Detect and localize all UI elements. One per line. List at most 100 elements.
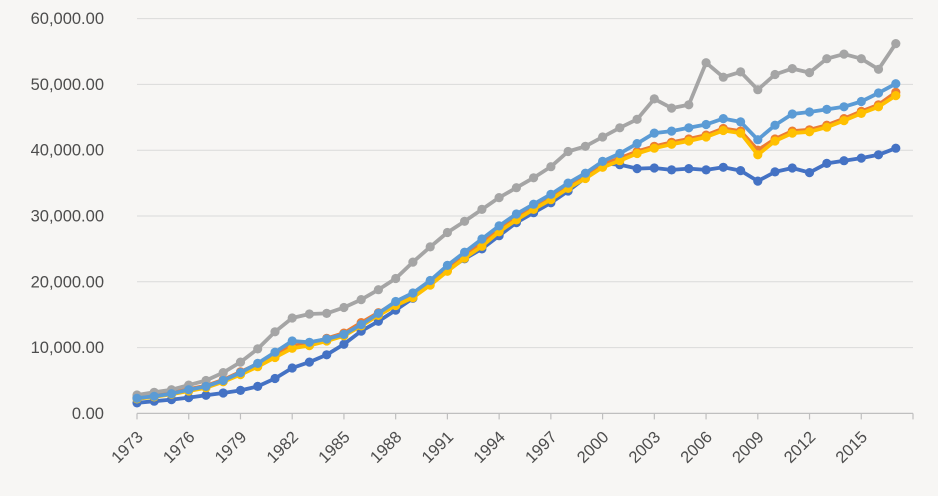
- series-gold-point: [891, 91, 901, 101]
- x-tick-label: 1997: [522, 428, 561, 467]
- x-tick-label: 1994: [470, 428, 509, 467]
- series-gray-point: [391, 273, 401, 284]
- series-dark-blue-point: [649, 163, 659, 173]
- series-gray-point: [494, 193, 504, 203]
- series-light-blue-point: [873, 88, 884, 98]
- series-gray-point: [356, 295, 366, 305]
- series-light-blue-point: [149, 391, 159, 401]
- series-gray-point: [736, 67, 746, 77]
- series-light-blue-point: [563, 178, 573, 188]
- series-gold-point: [649, 143, 659, 153]
- series-dark-blue-point: [873, 150, 884, 160]
- series-gray-point: [615, 123, 625, 133]
- series-light-blue-point: [339, 329, 349, 339]
- series-gray-point: [304, 309, 314, 319]
- series-gray-point: [442, 227, 452, 238]
- series-gray-point: [839, 49, 849, 59]
- x-tick-label: 2009: [729, 428, 768, 467]
- series-gold-point: [804, 127, 815, 137]
- x-tick-label: 1979: [212, 428, 251, 467]
- series-gray-point: [667, 103, 677, 113]
- series-light-blue-point: [856, 96, 866, 107]
- series-gold-point: [615, 156, 625, 166]
- series-gray-point: [770, 69, 780, 80]
- series-gold-point: [701, 132, 711, 142]
- series-gray-point: [477, 204, 487, 214]
- series-dark-blue-point: [304, 357, 314, 367]
- series-light-blue-point: [442, 260, 452, 270]
- series-gray-point: [804, 68, 815, 78]
- series-light-blue-point: [287, 336, 297, 346]
- series-light-blue-point: [494, 221, 504, 231]
- series-light-blue-point: [322, 334, 332, 344]
- x-tick-label: 2006: [677, 428, 716, 467]
- series-gold-point: [684, 136, 694, 146]
- series-gray-point: [632, 114, 642, 124]
- series-dark-blue-point: [235, 385, 246, 395]
- series-light-blue-point: [787, 109, 797, 119]
- series-gray-point: [408, 257, 418, 267]
- series-dark-blue-point: [787, 163, 797, 173]
- y-tick-label: 60,000.00: [31, 10, 104, 28]
- series-gray-point: [580, 141, 591, 151]
- series-light-blue-point: [736, 117, 746, 127]
- series-gray-point: [701, 58, 711, 68]
- series-gold-point: [839, 116, 849, 126]
- series-light-blue-point: [649, 128, 659, 138]
- series-light-blue-point: [356, 320, 366, 330]
- series-gray-point: [822, 54, 832, 64]
- series-light-blue-point: [270, 347, 280, 357]
- series-light-blue-point: [718, 114, 728, 124]
- series-light-blue-point: [304, 337, 314, 347]
- x-tick-label: 2012: [781, 428, 820, 467]
- series-light-blue-point: [598, 156, 608, 166]
- x-tick-label: 1988: [367, 428, 406, 467]
- y-tick-label: 40,000.00: [31, 142, 104, 160]
- series-gray-point: [218, 368, 228, 378]
- series-dark-blue-point: [701, 165, 711, 175]
- series-gold-point: [753, 150, 763, 160]
- series-gold-point: [856, 108, 866, 118]
- series-dark-blue-point: [322, 350, 332, 360]
- series-light-blue-point: [822, 104, 832, 114]
- series-light-blue-point: [753, 135, 763, 145]
- series-light-blue-point: [235, 368, 246, 378]
- series-gold-point: [770, 136, 780, 146]
- series-gray-point: [684, 100, 694, 110]
- series-light-blue-point: [477, 234, 487, 244]
- series-dark-blue-point: [770, 167, 780, 177]
- x-tick-label: 2015: [832, 428, 871, 467]
- series-dark-blue-point: [253, 381, 263, 391]
- series-light-blue-point: [839, 102, 849, 112]
- series-dark-blue-point: [287, 363, 297, 373]
- series-gray-point: [339, 302, 349, 313]
- series-light-blue-point: [891, 79, 901, 89]
- series-dark-blue-point: [684, 164, 694, 174]
- series-light-blue-point: [770, 120, 780, 130]
- series-light-blue-point: [253, 358, 263, 368]
- series-gray-point: [287, 313, 297, 323]
- series-light-blue-point: [132, 393, 142, 403]
- series-light-blue-point: [201, 381, 211, 391]
- series-dark-blue-point: [822, 158, 832, 168]
- series-gray-point: [460, 216, 470, 226]
- series-light-blue-point: [511, 209, 521, 219]
- series-light-blue-point: [615, 148, 625, 159]
- series-gold-point: [822, 122, 832, 132]
- series-light-blue-point: [580, 168, 591, 178]
- series-gray-point: [253, 344, 263, 354]
- series-gold-point: [632, 148, 642, 159]
- series-dark-blue-point: [218, 388, 228, 398]
- y-tick-label: 50,000.00: [31, 76, 104, 94]
- x-tick-label: 2003: [625, 428, 664, 467]
- series-light-blue-point: [529, 199, 539, 209]
- series-gold-point: [287, 343, 297, 353]
- series-gray-point: [529, 173, 539, 183]
- x-tick-label: 1991: [419, 428, 458, 467]
- series-light-blue-line: [135, 81, 898, 401]
- x-tick-label: 1985: [315, 428, 354, 467]
- series-gray-point: [563, 146, 573, 157]
- series-dark-blue-point: [339, 339, 349, 349]
